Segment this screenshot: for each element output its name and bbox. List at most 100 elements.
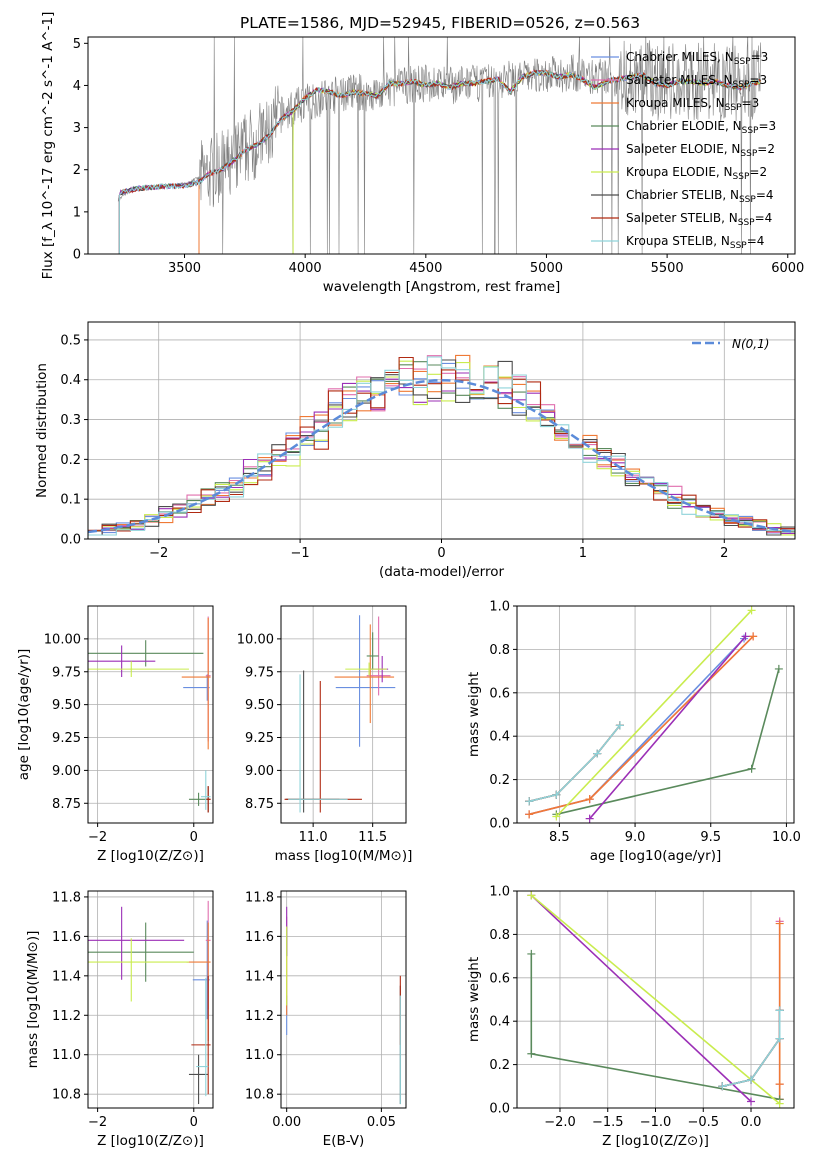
y-tick-label: 0.6	[489, 971, 510, 986]
residual-legend: N(0,1)	[692, 337, 769, 351]
y-tick: 0.8	[489, 928, 517, 943]
y-axis-label: mass [log10(M/M⊙)]	[25, 931, 41, 1069]
errorbar-point	[334, 624, 395, 724]
weight-line-5	[530, 894, 781, 1105]
y-tick: 9.25	[52, 731, 88, 746]
weight-line-5	[555, 609, 753, 818]
y-tick: 11.0	[245, 1048, 281, 1063]
y-tick-label: 0.0	[489, 817, 510, 832]
y-tick: 9.00	[245, 764, 281, 779]
y-tick: 0.4	[60, 373, 88, 388]
weight-marker	[552, 790, 561, 799]
mass-age-panel: 11.0 11.5 8.75 9.00 9.25 9.50 9.75 10.00 mass [l…	[237, 605, 413, 864]
y-tick: 9.00	[52, 764, 88, 779]
legend-nssp: =4	[747, 234, 765, 248]
legend-nssp: =3	[742, 96, 760, 110]
y-tick: 1.0	[489, 885, 517, 900]
x-tick-label: −1.0	[640, 1115, 672, 1130]
y-tick: 1	[73, 205, 88, 220]
y-tick: 11.6	[245, 930, 281, 945]
mass-age-frame	[280, 605, 407, 824]
errorbar-point	[335, 615, 396, 747]
x-tick: 9.5	[700, 823, 721, 845]
y-tick-label: 0.5	[60, 333, 81, 348]
x-tick: 11.5	[358, 823, 387, 845]
legend-nssp: =2	[757, 142, 775, 156]
x-tick: −2	[88, 823, 107, 845]
y-tick: 0.2	[489, 773, 517, 788]
x-tick: −0.5	[687, 1108, 719, 1130]
y-tick: 11.8	[245, 890, 281, 905]
y-tick: 0	[73, 248, 88, 263]
weight-marker	[774, 664, 783, 673]
errorbar-point	[181, 617, 211, 750]
y-tick-label: 0.4	[489, 730, 510, 745]
y-tick-label: 11.0	[52, 1048, 81, 1063]
y-axis-label: Flux [f_λ 10^-17 erg cm^-2 s^-1 A^-1]	[40, 12, 56, 280]
y-tick: 5	[73, 37, 88, 52]
x-tick: −1.5	[592, 1108, 624, 1130]
legend-entry: Salpeter STELIB, NSSP=4	[626, 211, 772, 228]
y-tick-label: 4	[73, 79, 81, 94]
y-tick-label: 8.75	[245, 797, 274, 812]
x-tick-label: 9.5	[700, 830, 721, 845]
x-tick-label: 0.05	[367, 1115, 396, 1130]
weight-line-4	[530, 894, 752, 1103]
weight-marker	[585, 814, 594, 823]
z-mass-frame	[87, 890, 214, 1109]
x-tick-label: −2	[88, 830, 107, 845]
y-tick-label: 9.50	[245, 698, 274, 713]
x-tick-label: −1.5	[592, 1115, 624, 1130]
errorbar-point	[205, 786, 211, 813]
spectrum-frame	[87, 36, 796, 255]
y-tick: 0.4	[489, 1015, 517, 1030]
y-tick: 11.4	[245, 969, 281, 984]
weight-marker	[527, 1049, 536, 1058]
x-tick: −1	[291, 539, 310, 561]
x-tick: 1	[579, 539, 587, 561]
weight-marker	[527, 949, 536, 958]
y-tick-label: 11.6	[245, 930, 274, 945]
y-tick: 9.75	[245, 665, 281, 680]
y-tick-label: 0.2	[60, 453, 81, 468]
legend-entry: Salpeter ELODIE, NSSP=2	[626, 142, 775, 159]
y-tick: 0.5	[60, 333, 88, 348]
y-tick-label: 9.00	[245, 764, 274, 779]
y-tick: 11.2	[52, 1009, 88, 1024]
legend-nssp: =3	[749, 73, 767, 87]
legend-nssp: =4	[756, 188, 774, 202]
x-axis-label: mass [log10(M/M⊙)]	[275, 848, 413, 864]
legend-nssp: =2	[749, 165, 767, 179]
x-tick: 0.05	[367, 1108, 396, 1130]
y-tick: 9.50	[52, 698, 88, 713]
legend-entry: Kroupa MILES, NSSP=3	[626, 96, 759, 113]
legend-entry: N(0,1)	[732, 337, 769, 351]
y-tick-label: 0.6	[489, 686, 510, 701]
legend-subscript: SSP	[733, 172, 750, 182]
y-tick: 0.0	[489, 817, 517, 832]
y-tick-label: 9.75	[245, 665, 274, 680]
y-tick: 0.6	[489, 686, 517, 701]
weight-marker	[775, 1006, 784, 1015]
legend-entry: Chabrier STELIB, NSSP=4	[626, 188, 774, 205]
x-tick-label: 4000	[289, 261, 322, 276]
y-tick: 0.2	[60, 453, 88, 468]
x-tick: −2	[88, 1108, 107, 1130]
y-tick-label: 5	[73, 37, 81, 52]
y-tick-label: 1.0	[489, 885, 510, 900]
y-tick: 11.4	[52, 969, 88, 984]
ebv-mass-frame	[280, 890, 407, 1109]
x-tick: 4000	[289, 254, 322, 276]
legend-entry: Salpeter MILES, NSSP=3	[626, 73, 767, 90]
legend-subscript: SSP	[730, 241, 747, 251]
y-tick: 0.4	[489, 730, 517, 745]
y-tick: 0.0	[60, 533, 88, 548]
y-tick: 11.0	[52, 1048, 88, 1063]
weight-marker	[527, 891, 536, 900]
y-tick: 8.75	[245, 797, 281, 812]
x-tick: 8.5	[549, 823, 570, 845]
y-tick: 0.8	[489, 643, 517, 658]
x-tick-label: −2.0	[544, 1115, 576, 1130]
legend-subscript: SSP	[740, 149, 757, 159]
weight-marker	[747, 1075, 756, 1084]
